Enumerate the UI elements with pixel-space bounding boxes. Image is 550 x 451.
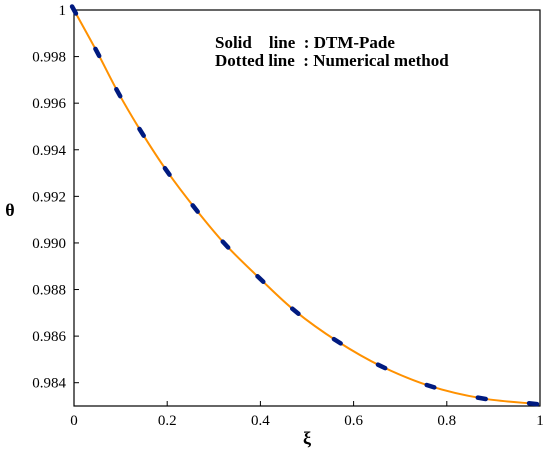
- y-tick-label: 0.986: [32, 329, 66, 345]
- y-tick-label: 0.996: [32, 96, 66, 112]
- numerical-point: [526, 401, 540, 407]
- numerical-point: [424, 382, 437, 390]
- y-tick-label: 1: [59, 3, 67, 19]
- numerical-point: [289, 306, 301, 316]
- axis-ticks: 0 0.2 0.4 0.6 0.8 1 0.984 0.986 0.988 0.990 0.992 0…: [32, 3, 544, 429]
- numerical-point: [220, 239, 231, 250]
- numerical-point: [93, 46, 102, 59]
- plot-frame: [73, 9, 541, 407]
- x-tick-label: 0.6: [344, 413, 363, 429]
- numerical-point: [114, 86, 123, 99]
- x-tick-label: 1: [536, 413, 544, 429]
- y-tick-label: 0.990: [32, 236, 66, 252]
- numerical-point: [190, 203, 200, 214]
- legend-dotted-line: Dotted line : Numerical method: [215, 51, 449, 70]
- numerical-point: [255, 274, 266, 285]
- y-tick-label: 0.992: [32, 189, 66, 205]
- x-tick-label: 0.8: [437, 413, 456, 429]
- x-axis-label: ξ: [303, 428, 311, 449]
- numerical-point: [69, 4, 79, 16]
- x-tick-label: 0.4: [251, 413, 270, 429]
- x-tick-label: 0: [70, 413, 78, 429]
- y-tick-label: 0.998: [32, 50, 66, 66]
- numerical-point: [375, 362, 388, 371]
- numerical-point: [162, 165, 172, 177]
- legend-solid-line: Solid line : DTM-Pade: [215, 33, 395, 52]
- numerical-point: [137, 126, 146, 138]
- series-group: [69, 4, 540, 407]
- y-tick-label: 0.994: [32, 143, 66, 159]
- y-tick-label: 0.984: [32, 376, 66, 392]
- numerical-point: [475, 395, 488, 402]
- x-tick-label: 0.2: [158, 413, 177, 429]
- y-tick-label: 0.988: [32, 283, 66, 299]
- y-axis-label: θ: [5, 200, 14, 220]
- numerical-point: [331, 336, 343, 346]
